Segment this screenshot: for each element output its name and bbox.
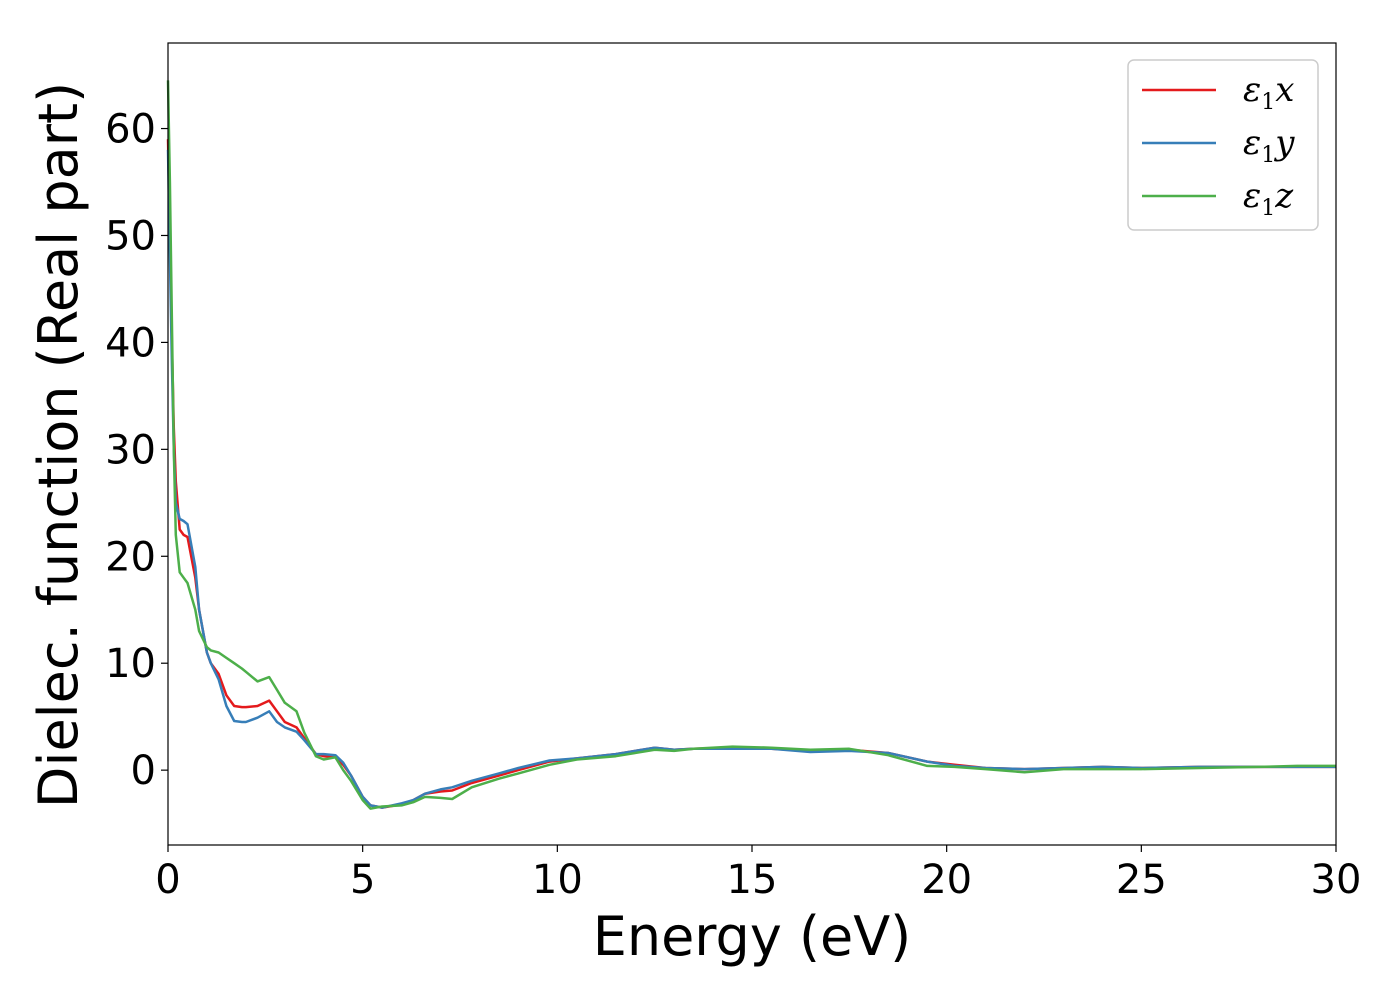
y-tick-label: 20 [105,534,156,580]
legend-label-z: ε1z [1243,176,1294,221]
x-tick-label: 5 [350,857,375,903]
legend-box [1127,59,1319,231]
x-tick-label: 0 [155,857,180,903]
x-axis-title: Energy (eV) [593,905,912,968]
x-tick-label: 25 [1116,857,1167,903]
x-tick-label: 20 [921,857,972,903]
x-tick-label: 30 [1311,857,1362,903]
y-tick-label: 30 [105,427,156,473]
legend-label-x: ε1x [1243,70,1294,115]
y-tick-label: 0 [131,748,156,794]
y-axis-title: Dielec. function (Real part) [27,82,90,808]
y-tick-label: 60 [105,107,156,153]
y-tick-label: 50 [105,213,156,259]
x-axis: 0 5 10 15 20 25 30 [155,845,1361,903]
y-tick-label: 10 [105,641,156,687]
y-tick-label: 40 [105,320,156,366]
y-axis: 0 10 20 30 40 50 60 [105,107,168,794]
legend-label-y: ε1y [1243,123,1295,168]
series-layer [166,80,1336,810]
series-line-z [166,80,1336,810]
legend: ε1x ε1y ε1z [1127,59,1319,231]
x-tick-label: 10 [532,857,583,903]
x-tick-label: 15 [727,857,778,903]
